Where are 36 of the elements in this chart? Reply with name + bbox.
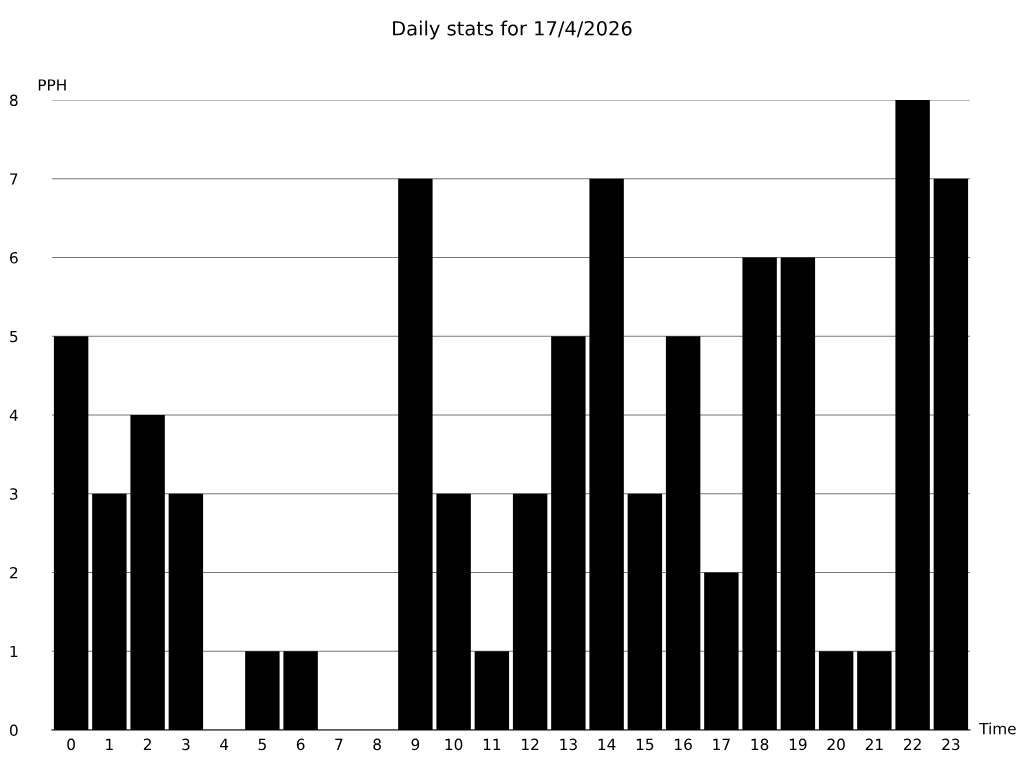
- x-tick-label: 7: [335, 738, 343, 750]
- y-tick-label: 8: [9, 94, 18, 107]
- y-tick-label: 3: [10, 488, 18, 500]
- x-axis-title: Time: [979, 722, 1016, 735]
- y-tick-label: 7: [10, 173, 18, 185]
- x-tick-label: 18: [751, 738, 769, 751]
- x-tick-label: 4: [220, 738, 229, 750]
- y-axis-title: PPH: [38, 79, 66, 91]
- x-tick-label: 11: [483, 738, 501, 750]
- y-tick-label: 6: [10, 251, 18, 264]
- y-tick-label: 5: [10, 330, 18, 343]
- x-tick-label: 23: [942, 738, 960, 751]
- x-tick-label: 20: [827, 738, 845, 751]
- y-tick-label: 1: [10, 645, 18, 658]
- y-tick-label: 2: [10, 566, 18, 579]
- x-tick-label: 10: [445, 738, 463, 751]
- x-tick-label: 6: [296, 738, 305, 751]
- x-tick-label: 9: [411, 738, 420, 751]
- x-tick-label: 8: [373, 738, 381, 751]
- y-tick-label: 4: [9, 409, 18, 421]
- x-tick-label: 2: [143, 738, 151, 750]
- x-tick-label: 16: [675, 738, 692, 751]
- x-tick-label: 3: [182, 738, 190, 751]
- x-tick-label: 19: [789, 738, 807, 751]
- x-tick-label: 1: [106, 738, 113, 750]
- x-tick-label: 0: [67, 738, 75, 751]
- x-tick-label: 13: [560, 738, 577, 751]
- x-tick-label: 14: [598, 738, 616, 750]
- y-tick-label: 0: [9, 724, 18, 737]
- chart-title: Daily stats for 17/4/2026: [393, 20, 632, 40]
- x-tick-label: 15: [636, 738, 654, 751]
- x-tick-label: 5: [258, 738, 266, 751]
- x-tick-label: 22: [904, 738, 921, 750]
- x-tick-label: 17: [713, 738, 730, 750]
- x-tick-label: 12: [522, 738, 539, 750]
- x-tick-label: 21: [865, 738, 883, 750]
